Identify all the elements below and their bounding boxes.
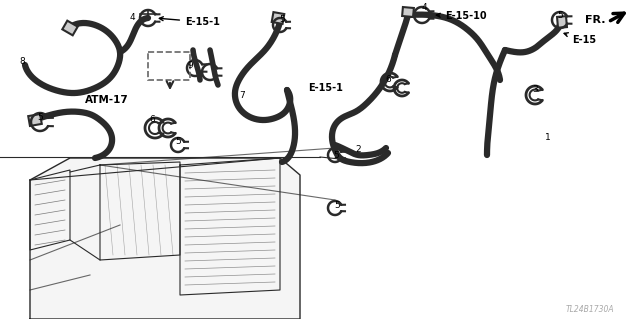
Bar xyxy=(402,7,414,17)
Text: 6: 6 xyxy=(385,76,391,85)
Text: E-15-10: E-15-10 xyxy=(436,11,486,21)
Polygon shape xyxy=(30,158,300,319)
Text: 1: 1 xyxy=(545,133,551,143)
Text: 5: 5 xyxy=(37,114,43,122)
Text: 2: 2 xyxy=(355,145,361,154)
Bar xyxy=(148,52,190,80)
Bar xyxy=(557,16,567,28)
Text: 4: 4 xyxy=(421,4,427,12)
Bar xyxy=(28,114,42,126)
Text: 7: 7 xyxy=(239,92,245,100)
Text: 4: 4 xyxy=(129,13,135,23)
Text: 5: 5 xyxy=(279,16,285,25)
Text: 5: 5 xyxy=(557,11,563,20)
Text: 5: 5 xyxy=(333,151,339,160)
Bar xyxy=(272,12,284,24)
Text: 9: 9 xyxy=(187,61,193,70)
Text: 6: 6 xyxy=(149,115,155,124)
Text: E-15-1: E-15-1 xyxy=(159,17,220,27)
Text: 5: 5 xyxy=(334,201,340,210)
Text: TL24B1730A: TL24B1730A xyxy=(566,306,614,315)
Text: ATM-17: ATM-17 xyxy=(85,95,129,105)
Text: 8: 8 xyxy=(19,57,25,66)
Bar xyxy=(62,21,77,35)
Text: 3: 3 xyxy=(532,85,538,94)
Text: FR.: FR. xyxy=(586,15,606,25)
Text: E-15: E-15 xyxy=(564,33,596,45)
Text: E-15-1: E-15-1 xyxy=(308,83,343,93)
Text: 5: 5 xyxy=(175,137,181,146)
